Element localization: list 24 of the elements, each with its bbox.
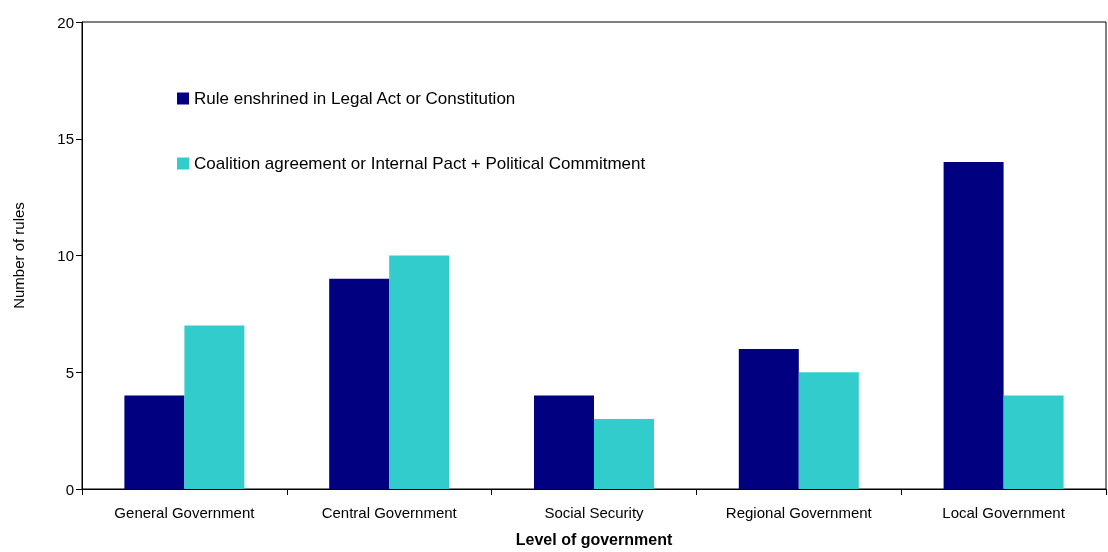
bar bbox=[534, 395, 594, 489]
x-tick-label: Regional Government bbox=[725, 504, 873, 521]
x-tick-label: Central Government bbox=[321, 504, 458, 521]
y-tick-label: 5 bbox=[65, 363, 74, 381]
y-tick-label: 20 bbox=[57, 13, 74, 31]
bar bbox=[124, 395, 185, 489]
y-tick-label: 0 bbox=[65, 480, 74, 498]
legend-label: Rule enshrined in Legal Act or Constitution bbox=[194, 89, 516, 108]
x-tick-label: Social Security bbox=[544, 504, 645, 521]
bar bbox=[738, 348, 799, 489]
bar bbox=[798, 372, 859, 489]
y-axis-title: Number of rules bbox=[10, 202, 27, 309]
x-tick-label: Local Government bbox=[942, 504, 1066, 521]
x-axis-title: Level of government bbox=[515, 530, 673, 548]
bar bbox=[943, 162, 1004, 489]
legend-label: Coalition agreement or Internal Pact + Political Commitment bbox=[194, 154, 646, 173]
y-tick-label: 10 bbox=[57, 247, 74, 264]
bar bbox=[594, 418, 654, 489]
x-tick-label: General Government bbox=[114, 504, 256, 521]
bar bbox=[329, 278, 390, 489]
bar bbox=[1003, 395, 1064, 489]
bar bbox=[389, 255, 450, 489]
bar bbox=[184, 325, 245, 489]
y-tick-label: 15 bbox=[57, 130, 74, 148]
